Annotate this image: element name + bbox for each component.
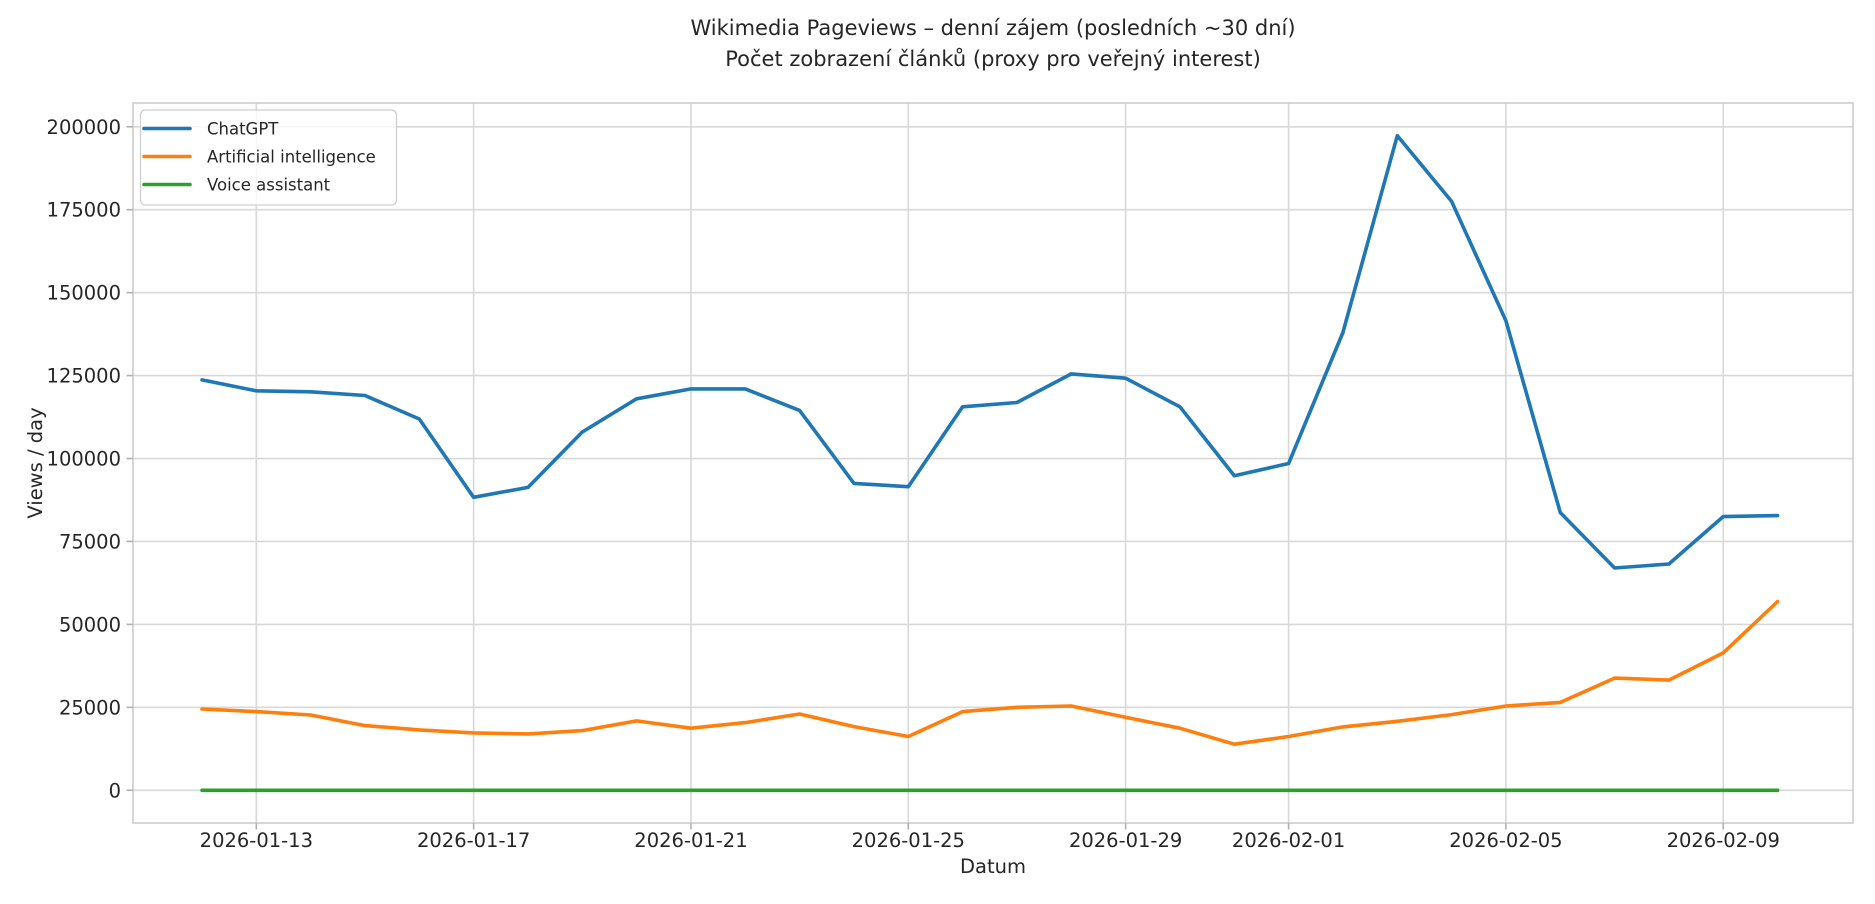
x-tick-label: 2026-02-09 xyxy=(1667,829,1780,852)
y-tick-label: 50000 xyxy=(59,613,121,636)
y-axis-label: Views / day xyxy=(24,407,47,518)
series-line-chatgpt xyxy=(200,133,1780,570)
y-tick-label: 75000 xyxy=(59,530,121,553)
x-tick-label: 2026-01-13 xyxy=(200,829,313,852)
chart-subtitle: Počet zobrazení článků (proxy pro veřejn… xyxy=(725,47,1261,71)
y-tick-label: 25000 xyxy=(59,696,121,719)
x-tick-label: 2026-02-05 xyxy=(1449,829,1562,852)
legend-box xyxy=(139,109,398,206)
tick-layer: 0 25000 50000 75000 100000 125000 150000 175000… xyxy=(47,116,1780,852)
x-tick-label: 2026-01-29 xyxy=(1069,829,1182,852)
legend-label-voice-assistant: Voice assistant xyxy=(207,176,331,195)
y-tick-label: 100000 xyxy=(47,448,121,471)
series-line-artificial-intelligence xyxy=(200,599,1780,747)
series-layer xyxy=(200,133,1780,793)
y-tick-label: 0 xyxy=(109,779,121,802)
x-tick-label: 2026-02-01 xyxy=(1232,829,1345,852)
x-tick-label: 2026-01-21 xyxy=(634,829,747,852)
y-tick-label: 200000 xyxy=(47,116,121,139)
y-tick-label: 150000 xyxy=(47,282,121,305)
x-axis-label: Datum xyxy=(960,855,1026,878)
legend-label-artificial-intelligence: Artificial intelligence xyxy=(207,148,376,167)
x-tick-label: 2026-01-25 xyxy=(852,829,965,852)
legend: ChatGPT Artificial intelligence Voice assi… xyxy=(139,109,398,206)
x-tick-label: 2026-01-17 xyxy=(417,829,530,852)
y-tick-label: 125000 xyxy=(47,365,121,388)
plot-border xyxy=(132,102,1854,824)
chart-title: Wikimedia Pageviews – denní zájem (posle… xyxy=(690,16,1295,40)
legend-label-chatgpt: ChatGPT xyxy=(207,120,279,139)
y-tick-label: 175000 xyxy=(47,199,121,222)
grid-layer xyxy=(133,103,1853,823)
